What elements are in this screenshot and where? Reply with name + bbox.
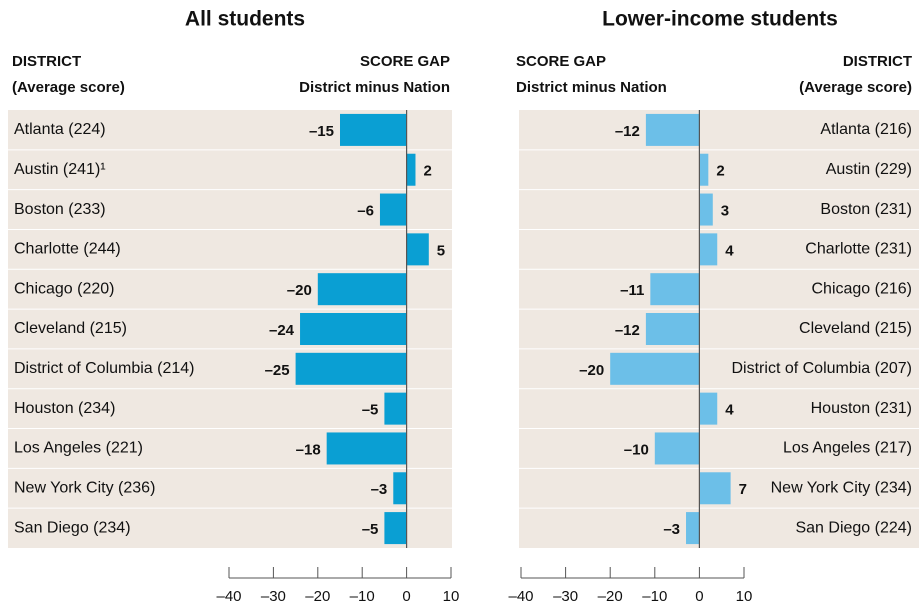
value-label: –18 (296, 441, 321, 458)
bar (340, 113, 407, 146)
bar (610, 352, 700, 385)
category-label: District of Columbia (214) (14, 360, 195, 377)
category-label: Houston (231) (811, 400, 912, 417)
x-tick-label: –40 (216, 588, 241, 605)
bar (645, 313, 700, 345)
value-label: –24 (269, 322, 295, 339)
column-header: (Average score) (12, 79, 125, 96)
value-label: –20 (287, 282, 312, 299)
category-label: Cleveland (215) (14, 320, 127, 337)
bar (650, 273, 700, 306)
category-label: Los Angeles (221) (14, 440, 143, 457)
value-label: –12 (615, 123, 640, 140)
x-tick-label: –30 (261, 588, 286, 605)
bar (326, 432, 407, 465)
category-label: District of Columbia (207) (732, 360, 913, 377)
value-label: –5 (362, 402, 379, 419)
bar (686, 512, 700, 545)
bar (300, 313, 407, 345)
bar (699, 392, 718, 425)
category-label: San Diego (224) (795, 519, 912, 536)
bar (379, 193, 407, 226)
chart-title: Lower-income students (602, 8, 838, 31)
bar (699, 153, 709, 186)
category-label: Boston (233) (14, 201, 106, 218)
value-label: –5 (362, 521, 379, 538)
value-label: 2 (716, 163, 724, 180)
column-header: SCORE GAP (516, 53, 606, 70)
column-header: DISTRICT (843, 53, 912, 70)
category-label: Chicago (216) (812, 280, 913, 297)
value-label: –6 (357, 203, 374, 220)
category-label: Chicago (220) (14, 280, 115, 297)
category-label: New York City (234) (771, 479, 912, 496)
value-label: –11 (620, 282, 644, 299)
category-label: Los Angeles (217) (783, 440, 912, 457)
value-label: 5 (437, 242, 445, 259)
value-label: –20 (579, 362, 604, 379)
category-label: Charlotte (231) (805, 241, 912, 258)
value-label: –3 (371, 481, 388, 498)
category-label: Cleveland (215) (799, 320, 912, 337)
bar (699, 472, 731, 505)
column-header: SCORE GAP (360, 53, 450, 70)
x-tick-label: 0 (402, 588, 410, 605)
value-label: 7 (739, 481, 747, 498)
value-label: –3 (663, 521, 680, 538)
category-label: Atlanta (216) (820, 121, 912, 138)
value-label: –25 (265, 362, 290, 379)
x-tick-label: –10 (642, 588, 667, 605)
x-tick-label: –20 (598, 588, 623, 605)
category-label: Austin (241)¹ (14, 161, 106, 178)
x-tick-label: 0 (695, 588, 703, 605)
x-tick-label: –40 (508, 588, 533, 605)
column-header: DISTRICT (12, 53, 81, 70)
bar (699, 193, 713, 226)
bar (699, 233, 718, 266)
column-header: District minus Nation (299, 79, 450, 96)
bar (295, 352, 407, 385)
x-tick-label: 10 (443, 588, 460, 605)
bar (384, 392, 407, 425)
value-label: 4 (725, 402, 734, 419)
value-label: 3 (721, 203, 729, 220)
bar (406, 153, 416, 186)
bar (384, 512, 407, 545)
value-label: –15 (309, 123, 334, 140)
bar (393, 472, 407, 505)
value-label: –10 (624, 441, 649, 458)
value-label: –12 (615, 322, 640, 339)
bar (654, 432, 700, 465)
x-tick-label: –30 (553, 588, 578, 605)
chart-title: All students (185, 8, 305, 31)
category-label: Boston (231) (820, 201, 912, 218)
column-header: District minus Nation (516, 79, 667, 96)
x-tick-label: 10 (736, 588, 753, 605)
category-label: San Diego (234) (14, 519, 131, 536)
x-tick-label: –20 (305, 588, 330, 605)
category-label: Atlanta (224) (14, 121, 106, 138)
column-header: (Average score) (799, 79, 912, 96)
x-tick-label: –10 (350, 588, 375, 605)
category-label: New York City (236) (14, 479, 155, 496)
category-label: Charlotte (244) (14, 241, 121, 258)
value-label: 2 (423, 163, 431, 180)
category-label: Austin (229) (826, 161, 912, 178)
category-label: Houston (234) (14, 400, 115, 417)
bar (406, 233, 429, 266)
bar (317, 273, 407, 306)
bar (645, 113, 700, 146)
value-label: 4 (725, 242, 734, 259)
